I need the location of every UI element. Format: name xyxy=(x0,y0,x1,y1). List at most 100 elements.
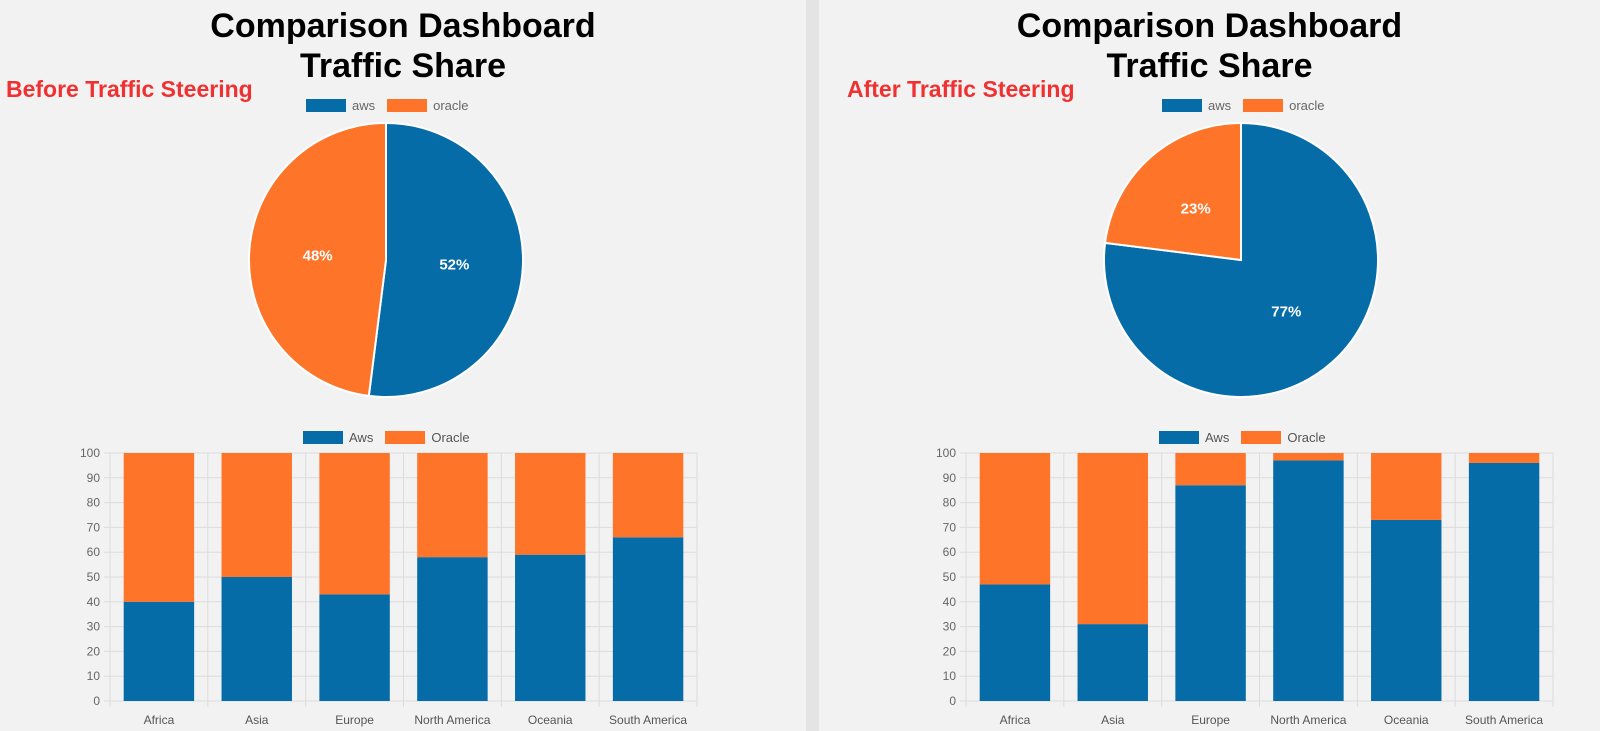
legend-swatch-oracle xyxy=(387,99,428,112)
y-tick-label: 60 xyxy=(943,545,957,559)
legend-label-aws: Aws xyxy=(1205,430,1230,445)
pie-slice-oracle[interactable] xyxy=(248,121,387,398)
y-tick-label: 10 xyxy=(87,669,101,683)
bar-legend: Aws Oracle xyxy=(303,430,482,445)
dashboard-title: Comparison Dashboard Traffic Share xyxy=(0,6,806,86)
title-line2: Traffic Share xyxy=(1106,47,1313,85)
y-tick-label: 10 xyxy=(943,669,957,683)
legend-label-oracle: Oracle xyxy=(1287,430,1326,445)
after-steering-label: After Traffic Steering xyxy=(847,76,1075,102)
panel-after: Comparison Dashboard Traffic Share After… xyxy=(819,0,1600,731)
legend-item-oracle[interactable]: oracle xyxy=(387,98,469,113)
dashboard-title: Comparison Dashboard Traffic Share xyxy=(819,6,1600,86)
legend-item-aws[interactable]: Aws xyxy=(303,430,373,445)
bar-oracle-oceania[interactable] xyxy=(1371,453,1442,520)
y-tick-label: 90 xyxy=(87,471,101,485)
y-tick-label: 70 xyxy=(87,520,101,534)
before-steering-label: Before Traffic Steering xyxy=(6,76,253,102)
bar-legend: Aws Oracle xyxy=(1159,430,1338,445)
y-tick-label: 70 xyxy=(943,520,957,534)
x-category-label: North America xyxy=(1270,713,1346,727)
x-category-label: South America xyxy=(1465,713,1543,727)
legend-swatch-aws xyxy=(1162,99,1202,112)
pie-value-label-aws: 52% xyxy=(439,256,469,273)
bar-oracle-oceania[interactable] xyxy=(515,453,586,555)
x-category-label: Oceania xyxy=(1384,713,1429,727)
bar-aws-north-america[interactable] xyxy=(1273,460,1344,701)
y-tick-label: 90 xyxy=(943,471,957,485)
y-tick-label: 100 xyxy=(80,446,100,460)
legend-label-oracle: oracle xyxy=(433,98,469,113)
legend-label-aws: aws xyxy=(352,98,376,113)
legend-label-oracle: Oracle xyxy=(431,430,470,445)
bar-oracle-south-america[interactable] xyxy=(612,453,684,538)
bar-aws-north-america[interactable] xyxy=(417,557,488,701)
bar-oracle-south-america[interactable] xyxy=(1468,453,1540,463)
legend-item-aws[interactable]: aws xyxy=(306,98,375,113)
y-tick-label: 30 xyxy=(943,620,957,634)
x-category-label: North America xyxy=(414,713,490,727)
y-tick-label: 0 xyxy=(93,694,100,708)
y-tick-label: 20 xyxy=(87,644,101,658)
bar-aws-south-america[interactable] xyxy=(612,537,684,701)
pie-chart: 77% 23% xyxy=(1103,121,1379,398)
bar-aws-africa[interactable] xyxy=(979,584,1051,701)
legend-item-oracle[interactable]: Oracle xyxy=(1241,430,1326,445)
x-category-label: Europe xyxy=(335,713,374,727)
legend-label-aws: Aws xyxy=(349,430,374,445)
pie-value-label-oracle: 48% xyxy=(303,248,333,265)
y-tick-label: 0 xyxy=(949,694,956,708)
legend-label-oracle: oracle xyxy=(1289,98,1325,113)
bar-aws-asia[interactable] xyxy=(221,577,292,701)
x-category-label: South America xyxy=(609,713,687,727)
x-category-label: Asia xyxy=(245,713,269,727)
bar-oracle-asia[interactable] xyxy=(1077,453,1148,625)
title-line1: Comparison Dashboard xyxy=(210,7,596,45)
bar-aws-south-america[interactable] xyxy=(1468,462,1540,701)
x-category-label: Europe xyxy=(1191,713,1230,727)
x-category-label: Oceania xyxy=(528,713,573,727)
bar-oracle-north-america[interactable] xyxy=(1273,453,1344,461)
bar-oracle-africa[interactable] xyxy=(979,453,1051,585)
legend-item-aws[interactable]: aws xyxy=(1162,98,1231,113)
bar-aws-oceania[interactable] xyxy=(515,554,586,701)
stacked-bar-chart: 0 10 20 30 40 50 60 70 80 90 100 Africa Asia Europe No… xyxy=(80,446,698,727)
pie-chart: 52% 48% xyxy=(248,121,524,398)
bar-oracle-europe[interactable] xyxy=(1175,453,1246,486)
y-tick-label: 60 xyxy=(87,545,101,559)
bar-aws-asia[interactable] xyxy=(1077,624,1148,701)
title-line2: Traffic Share xyxy=(300,47,506,85)
y-tick-label: 40 xyxy=(87,595,101,609)
legend-item-oracle[interactable]: Oracle xyxy=(385,430,470,445)
pie-legend: aws oracle xyxy=(1162,98,1337,113)
y-tick-label: 50 xyxy=(87,570,101,584)
legend-swatch-oracle xyxy=(1243,99,1284,112)
bar-oracle-europe[interactable] xyxy=(319,453,390,595)
y-tick-label: 20 xyxy=(943,644,957,658)
y-tick-label: 80 xyxy=(943,496,957,510)
y-tick-label: 80 xyxy=(87,496,101,510)
bar-aws-oceania[interactable] xyxy=(1371,519,1442,701)
bar-aws-europe[interactable] xyxy=(1175,485,1246,701)
bar-aws-europe[interactable] xyxy=(319,594,390,701)
legend-swatch-aws xyxy=(306,99,346,112)
bar-oracle-africa[interactable] xyxy=(123,453,195,602)
bar-oracle-asia[interactable] xyxy=(221,453,292,577)
panel-before: Comparison Dashboard Traffic Share Befor… xyxy=(0,6,806,727)
x-category-label: Asia xyxy=(1101,713,1125,727)
bar-aws-africa[interactable] xyxy=(123,601,195,701)
bar-oracle-north-america[interactable] xyxy=(417,453,488,558)
x-category-label: Africa xyxy=(144,713,175,727)
x-category-label: Africa xyxy=(1000,713,1031,727)
panel-divider xyxy=(806,0,819,731)
y-tick-label: 30 xyxy=(87,620,101,634)
y-tick-label: 50 xyxy=(943,570,957,584)
legend-swatch-aws xyxy=(1159,431,1199,444)
legend-item-aws[interactable]: Aws xyxy=(1159,430,1229,445)
legend-label-aws: aws xyxy=(1208,98,1232,113)
pie-slice-aws[interactable] xyxy=(367,121,524,398)
pie-legend: aws oracle xyxy=(306,98,481,113)
legend-item-oracle[interactable]: oracle xyxy=(1243,98,1325,113)
pie-slice-oracle[interactable] xyxy=(1103,121,1242,262)
